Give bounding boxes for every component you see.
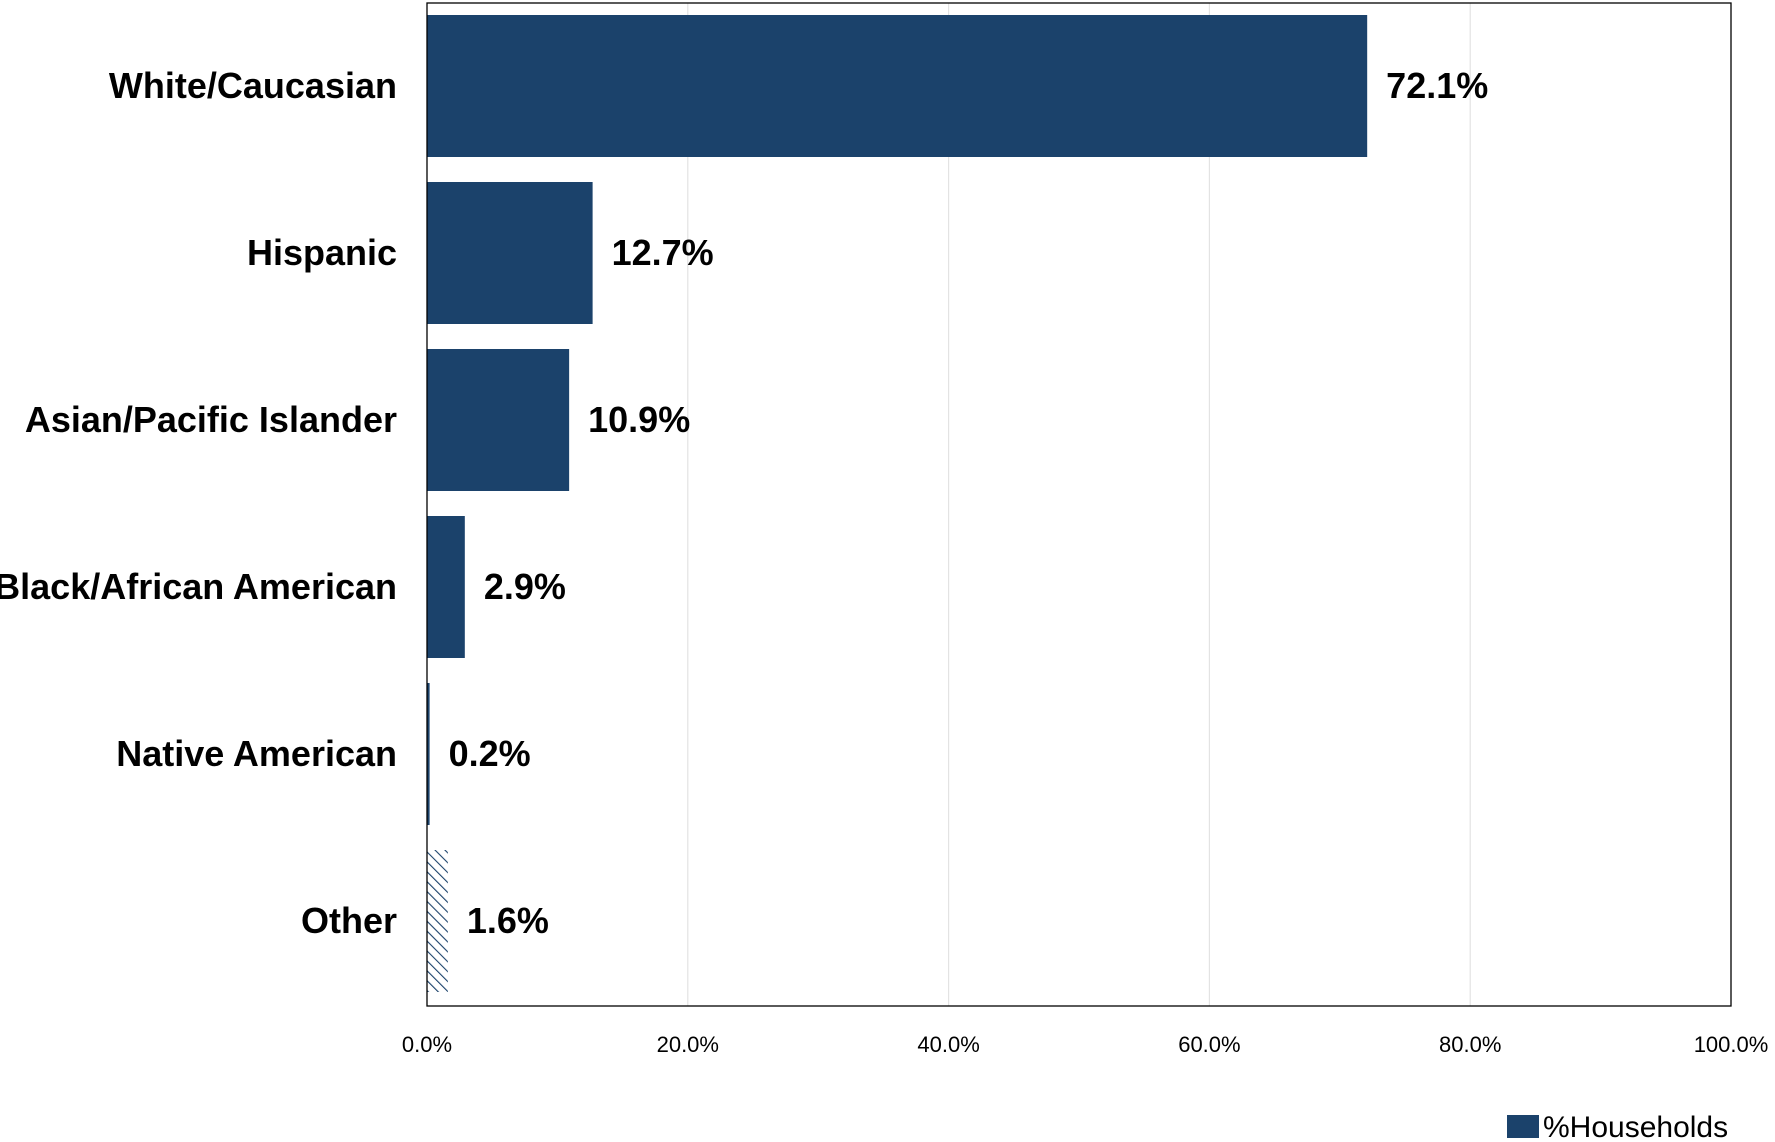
category-label: Black/African American <box>0 566 397 607</box>
bar-other <box>427 850 448 992</box>
data-label: 10.9% <box>588 399 690 440</box>
category-label: Native American <box>116 733 397 774</box>
bar-white-caucasian <box>427 15 1368 157</box>
category-label: Hispanic <box>247 232 397 273</box>
category-label: Asian/Pacific Islander <box>25 399 397 440</box>
x-tick-label: 60.0% <box>1178 1032 1240 1057</box>
bar-black-african-american <box>427 516 465 658</box>
bar-asian-pacific-islander <box>427 349 570 491</box>
x-tick-label: 80.0% <box>1439 1032 1501 1057</box>
labels: 0.0% 20.0% 40.0% 60.0% 80.0% 100.0% White/Cauc… <box>0 65 1768 1057</box>
legend: %Households <box>1507 1111 1728 1142</box>
legend-swatch <box>1507 1115 1539 1138</box>
plot-border <box>426 2 1732 1007</box>
bar-native-american <box>427 683 430 825</box>
x-tick-label: 40.0% <box>917 1032 979 1057</box>
data-label: 0.2% <box>449 733 531 774</box>
legend-label: %Households <box>1543 1111 1728 1142</box>
data-label: 12.7% <box>612 232 714 273</box>
bars <box>427 15 1368 992</box>
data-label: 2.9% <box>484 566 566 607</box>
data-label: 1.6% <box>467 900 549 941</box>
x-tick-label: 0.0% <box>402 1032 452 1057</box>
x-tick-label: 20.0% <box>657 1032 719 1057</box>
x-tick-label: 100.0% <box>1694 1032 1769 1057</box>
data-label: 72.1% <box>1386 65 1488 106</box>
plot-frame <box>426 2 1732 1007</box>
bar-hispanic <box>427 182 593 324</box>
gridlines <box>687 3 1471 1006</box>
category-label: Other <box>301 900 397 941</box>
category-label: White/Caucasian <box>109 65 397 106</box>
